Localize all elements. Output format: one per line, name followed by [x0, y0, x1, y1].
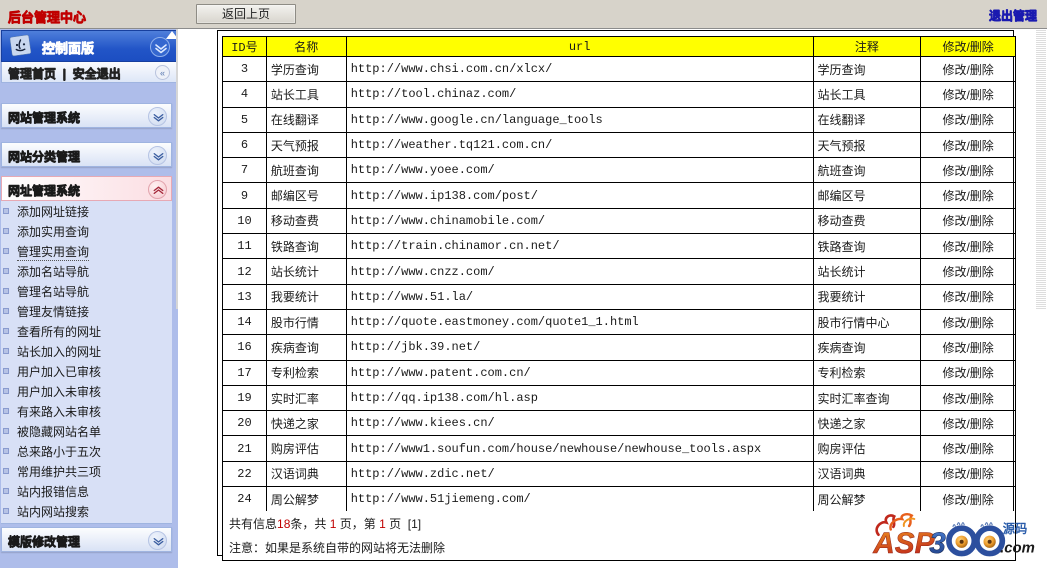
svg-text:源码: 源码 [1003, 521, 1028, 536]
svg-text:3: 3 [929, 527, 946, 560]
svg-text:ASP: ASP [872, 527, 934, 560]
svg-text:.com: .com [1000, 540, 1035, 556]
